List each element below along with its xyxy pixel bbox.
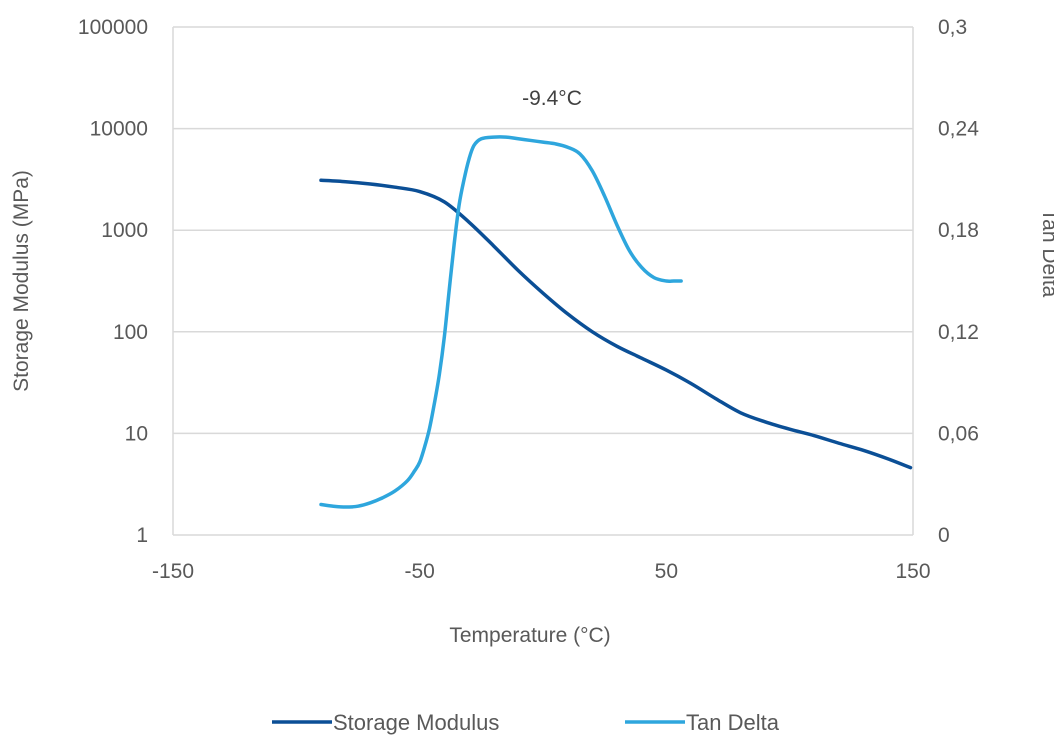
legend-label-storage-modulus: Storage Modulus — [333, 710, 499, 735]
legend: Storage Modulus Tan Delta — [272, 710, 780, 735]
peak-annotation: -9.4°C — [522, 87, 582, 110]
y-left-tick-label: 100 — [113, 321, 148, 344]
series-line-tan-delta — [319, 135, 683, 509]
y-left-tick-label: 1000 — [101, 219, 148, 242]
series-layer — [319, 135, 913, 509]
x-tick-label: 50 — [655, 560, 678, 583]
y-left-tick-label: 1 — [136, 524, 148, 547]
y-left-tick-label: 10000 — [90, 118, 148, 141]
y-left-tick-label: 10 — [125, 422, 148, 445]
y-right-tick-label: 0,3 — [938, 16, 967, 39]
x-tick-label: -150 — [152, 560, 194, 583]
x-axis-title: Temperature (°C) — [449, 624, 610, 647]
series-line-storage-modulus — [319, 178, 913, 470]
y-right-tick-label: 0,18 — [938, 219, 979, 242]
y-right-tick-label: 0,12 — [938, 321, 979, 344]
y-right-tick-label: 0,06 — [938, 422, 979, 445]
tick-layer: 1 10 100 1000 10000 100000 0 0,06 0,12 0,18 0,24 0,… — [78, 16, 979, 583]
legend-label-tan-delta: Tan Delta — [686, 710, 780, 735]
y-axis-right-title: Tan Delta — [1038, 209, 1054, 298]
x-tick-label: 150 — [895, 560, 930, 583]
x-tick-label: -50 — [404, 560, 434, 583]
y-axis-left-title: Storage Modulus (MPa) — [10, 170, 33, 392]
y-left-tick-label: 100000 — [78, 16, 148, 39]
grid-layer — [173, 26, 913, 536]
y-right-tick-label: 0 — [938, 524, 950, 547]
y-right-tick-label: 0,24 — [938, 118, 979, 141]
